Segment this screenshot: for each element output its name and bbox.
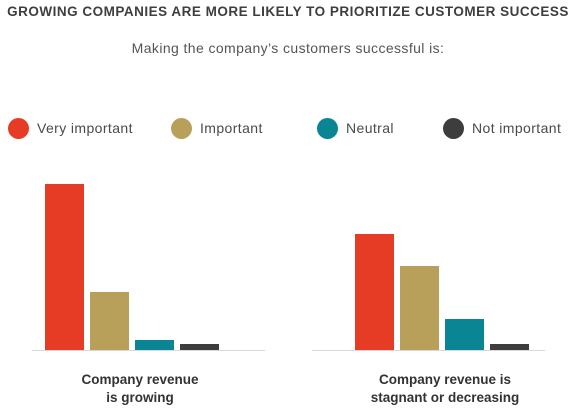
legend-label-neutral: Neutral [346, 120, 394, 136]
bar-growing-not-important [180, 344, 219, 350]
legend-item-neutral: Neutral [317, 116, 394, 140]
bar-growing-neutral [135, 340, 174, 350]
legend-swatch-very-important [8, 117, 29, 139]
legend: Very important Important Neutral Not imp… [0, 116, 576, 142]
chart-title: GROWING COMPANIES ARE MORE LIKELY TO PRI… [7, 4, 569, 19]
legend-swatch-not-important [443, 117, 464, 139]
legend-label-important: Important [200, 120, 263, 136]
category-label-growing-line2: is growing [106, 390, 174, 405]
category-label-stagnant: Company revenue is stagnant or decreasin… [330, 371, 560, 407]
bar-chart [32, 184, 545, 351]
category-label-stagnant-line1: Company revenue is [378, 372, 512, 387]
bar-growing-very-important [45, 184, 84, 350]
legend-label-not-important: Not important [472, 120, 562, 136]
bar-growing-important [90, 292, 129, 350]
bar-stagnant-not-important [490, 344, 529, 350]
legend-item-not-important: Not important [443, 116, 561, 140]
bar-stagnant-important [400, 266, 439, 350]
legend-label-very-important: Very important [37, 120, 133, 136]
bar-stagnant-neutral [445, 319, 484, 350]
legend-item-very-important: Very important [8, 116, 133, 140]
chart-subtitle: Making the company’s customers successfu… [131, 40, 445, 56]
legend-swatch-important [171, 117, 192, 139]
category-label-growing-line1: Company revenue [81, 372, 199, 387]
legend-item-important: Important [171, 116, 263, 140]
category-label-growing: Company revenue is growing [40, 371, 240, 407]
category-label-stagnant-line2: stagnant or decreasing [370, 390, 520, 405]
bar-stagnant-very-important [355, 234, 394, 350]
legend-swatch-neutral [317, 117, 338, 139]
